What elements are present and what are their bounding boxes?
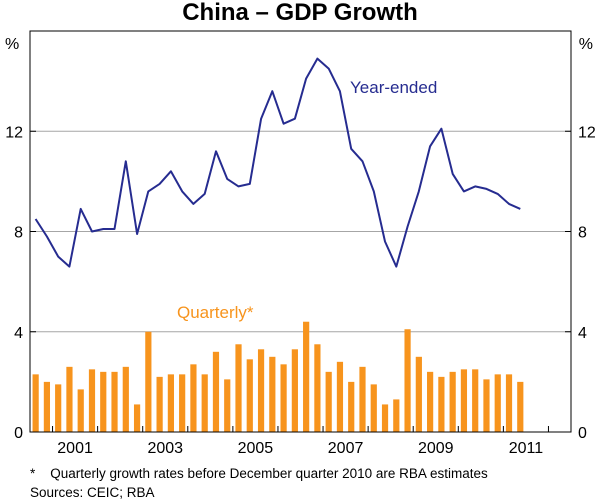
bar-quarterly-18	[235, 344, 242, 432]
y-tick-label-left-12: 12	[5, 124, 23, 141]
bar-quarterly-9	[133, 404, 141, 432]
y-axis-label-right: %	[579, 36, 593, 53]
y-tick-label-left-8: 8	[14, 225, 23, 242]
bar-quarterly-19	[246, 359, 253, 432]
bar-quarterly-1	[43, 381, 51, 432]
bar-quarterly-35	[427, 371, 434, 432]
x-tick-label-2009: 2009	[418, 440, 454, 457]
bar-quarterly-36	[438, 376, 445, 432]
y-ticks-left: 0 4 8 12	[5, 124, 36, 442]
bar-quarterly-34	[415, 356, 422, 432]
bar-quarterly-11	[156, 376, 163, 432]
footnote: * Quarterly growth rates before December…	[30, 466, 488, 481]
bar-quarterly-32	[393, 399, 400, 432]
bar-quarterly-28	[348, 381, 355, 432]
year-ended-line	[34, 57, 521, 268]
series-label-year-ended: Year-ended	[350, 78, 437, 97]
bar-quarterly-38	[460, 369, 468, 432]
bar-quarterly-24	[303, 321, 310, 432]
x-ticks: 2001 2003 2005 2007 2009 2011	[52, 426, 549, 457]
y-tick-label-left-0: 0	[14, 425, 23, 442]
x-tick-label-2001: 2001	[57, 440, 93, 457]
bar-quarterly-29	[359, 366, 366, 432]
x-tick-label-2003: 2003	[147, 440, 183, 457]
y-ticks-right: 0 4 8 12	[565, 124, 596, 442]
bar-quarterly-12	[167, 374, 174, 432]
y-tick-label-right-12: 12	[578, 124, 596, 141]
bar-quarterly-10	[145, 331, 152, 432]
bar-quarterly-0	[32, 374, 39, 432]
bar-quarterly-42	[505, 374, 513, 432]
bar-quarterly-30	[370, 384, 377, 432]
y-tick-label-right-0: 0	[578, 425, 587, 442]
sources: Sources: CEIC; RBA	[30, 485, 155, 500]
bar-quarterly-13	[179, 374, 186, 432]
bar-quarterly-43	[517, 381, 524, 432]
bar-quarterly-37	[449, 371, 456, 432]
chart-title: China – GDP Growth	[182, 0, 418, 26]
bar-quarterly-17	[224, 379, 231, 432]
bar-quarterly-31	[381, 404, 389, 432]
bar-quarterly-26	[325, 371, 332, 432]
bar-quarterly-5	[88, 369, 96, 432]
x-tick-label-2011: 2011	[509, 440, 544, 457]
line-year-ended	[34, 57, 521, 268]
bar-quarterly-27	[336, 361, 344, 432]
bar-quarterly-41	[494, 374, 501, 432]
bar-quarterly-15	[201, 374, 208, 432]
bar-quarterly-39	[472, 369, 479, 432]
series-label-quarterly: Quarterly*	[177, 303, 254, 322]
bar-quarterly-20	[257, 349, 265, 432]
bar-quarterly-23	[291, 349, 298, 432]
bar-quarterly-21	[269, 356, 276, 432]
bar-quarterly-14	[190, 364, 197, 432]
x-tick-label-2005: 2005	[238, 440, 274, 457]
bar-quarterly-16	[212, 351, 220, 432]
y-tick-label-left-4: 4	[14, 325, 23, 342]
x-tick-label-2007: 2007	[328, 440, 364, 457]
y-axis-label-left: %	[5, 36, 19, 53]
bar-quarterly-25	[314, 344, 321, 432]
bar-quarterly-22	[280, 364, 287, 432]
gridlines	[30, 130, 571, 333]
bar-quarterly-6	[100, 371, 107, 432]
bar-quarterly-8	[122, 366, 129, 432]
quarterly-bars	[32, 321, 524, 432]
y-tick-label-right-8: 8	[578, 225, 587, 242]
bar-quarterly-3	[66, 366, 73, 432]
bar-quarterly-2	[55, 384, 62, 432]
bar-quarterly-4	[77, 389, 84, 432]
bar-quarterly-33	[404, 329, 411, 432]
y-tick-label-right-4: 4	[578, 325, 587, 342]
bar-quarterly-40	[483, 379, 490, 432]
bar-quarterly-7	[111, 371, 118, 432]
